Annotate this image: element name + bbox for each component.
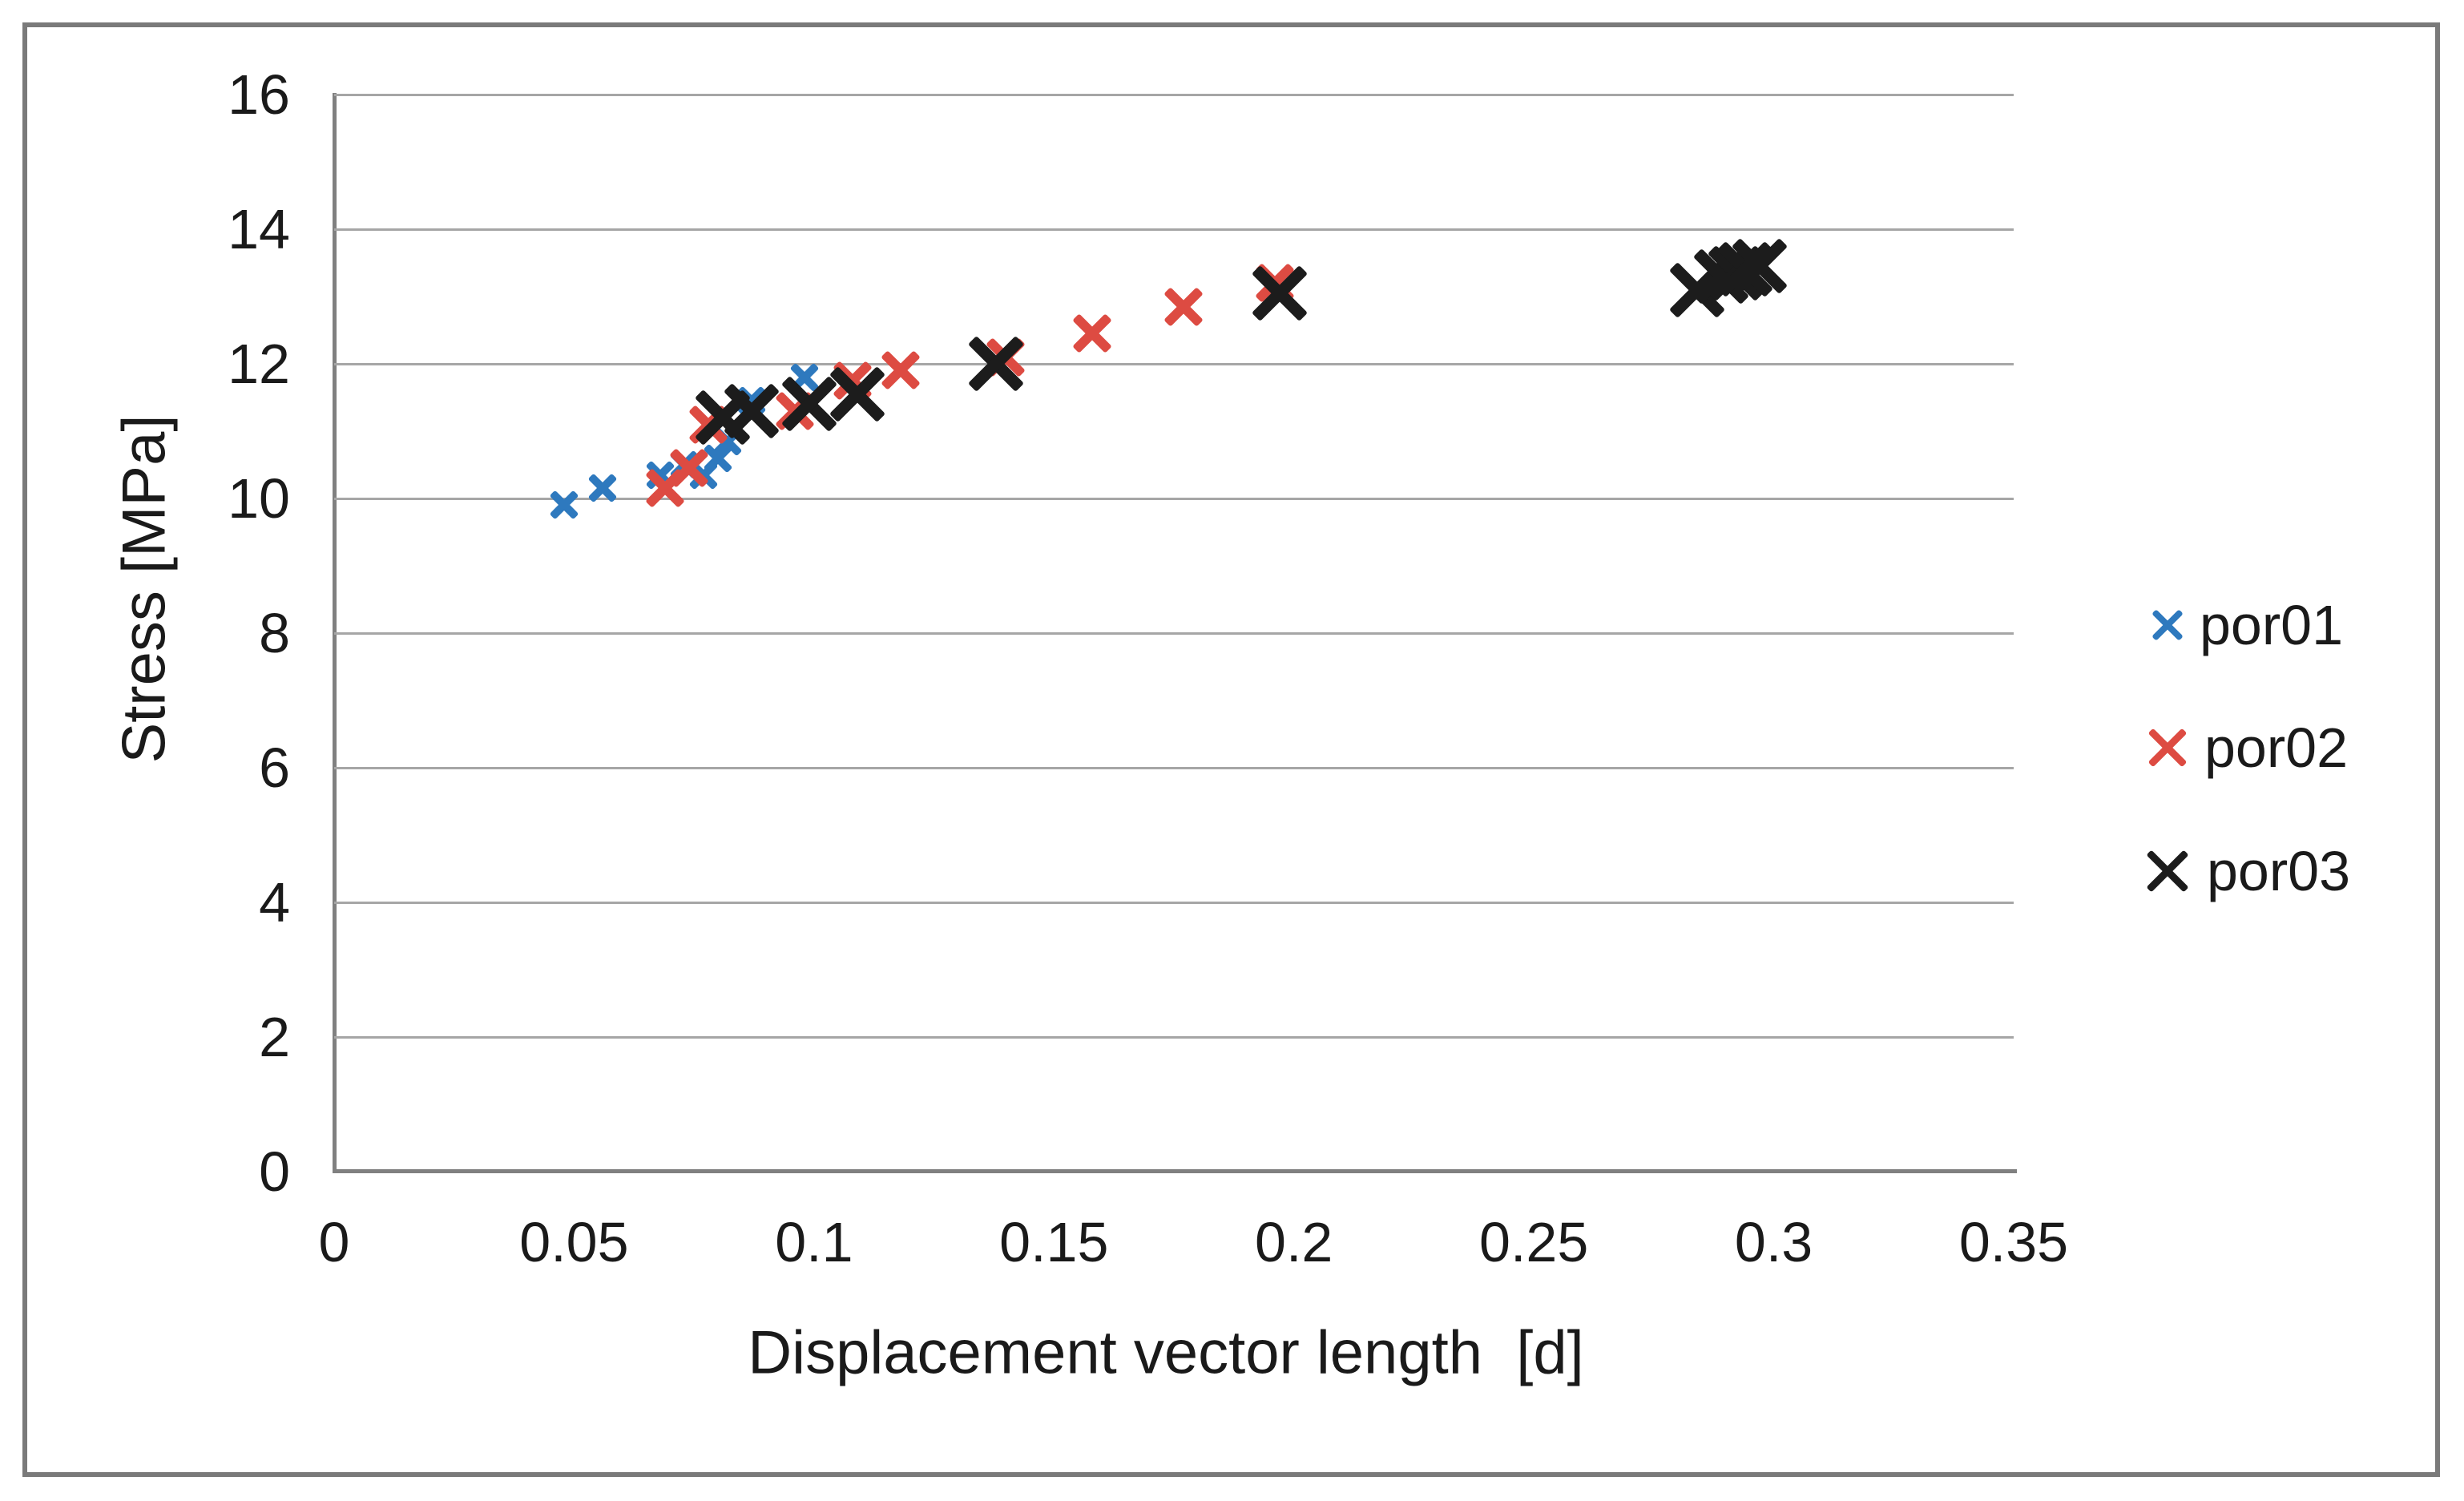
y-tick-label: 4 xyxy=(259,871,290,934)
x-tick-label: 0.1 xyxy=(775,1211,853,1273)
h-gridline-y6 xyxy=(334,766,2014,769)
legend-marker-x-icon xyxy=(2132,836,2203,906)
y-tick-label: 10 xyxy=(228,467,290,530)
plot-area xyxy=(333,93,2017,1173)
y-tick-label: 14 xyxy=(228,198,290,260)
h-gridline-y10 xyxy=(334,497,2014,500)
x-tick-label: 0.2 xyxy=(1255,1211,1333,1273)
y-axis-tick-labels: 0 2 4 6 8 10 12 14 16 xyxy=(0,0,290,1501)
h-gridline-y8 xyxy=(334,631,2014,635)
x-tick-label: 0.3 xyxy=(1734,1211,1813,1273)
x-axis-line xyxy=(333,1169,2017,1173)
h-gridline-y2 xyxy=(334,1035,2014,1039)
x-tick-label: 0.35 xyxy=(1958,1211,2069,1273)
y-tick-label: 8 xyxy=(259,602,290,664)
y-tick-label: 16 xyxy=(228,63,290,126)
y-tick-label: 2 xyxy=(259,1006,290,1068)
h-gridline-y14 xyxy=(334,228,2014,231)
legend-marker-x-icon xyxy=(2135,716,2199,779)
y-tick-label: 6 xyxy=(259,736,290,799)
legend-item-por03: por03 xyxy=(2143,841,2350,902)
legend-label: por01 xyxy=(2200,594,2344,656)
x-tick-label: 0.15 xyxy=(999,1211,1109,1273)
y-tick-label: 0 xyxy=(259,1140,290,1203)
x-axis-title: Displacement vector length [d] xyxy=(748,1318,1584,1387)
x-tick-label: 0.25 xyxy=(1479,1211,1589,1273)
legend-label: por02 xyxy=(2204,716,2349,779)
legend-marker-x-icon xyxy=(2143,600,2192,650)
x-tick-label: 0.05 xyxy=(519,1211,629,1273)
legend-item-por02: por02 xyxy=(2145,717,2348,778)
y-tick-label: 12 xyxy=(228,333,290,395)
h-gridline-y16 xyxy=(334,93,2014,96)
h-gridline-y12 xyxy=(334,362,2014,365)
chart-border-frame xyxy=(22,22,2440,1477)
legend-label: por03 xyxy=(2207,840,2351,902)
x-tick-label: 0 xyxy=(318,1211,350,1273)
h-gridline-y4 xyxy=(334,901,2014,904)
legend-item-por01: por01 xyxy=(2150,595,2343,656)
